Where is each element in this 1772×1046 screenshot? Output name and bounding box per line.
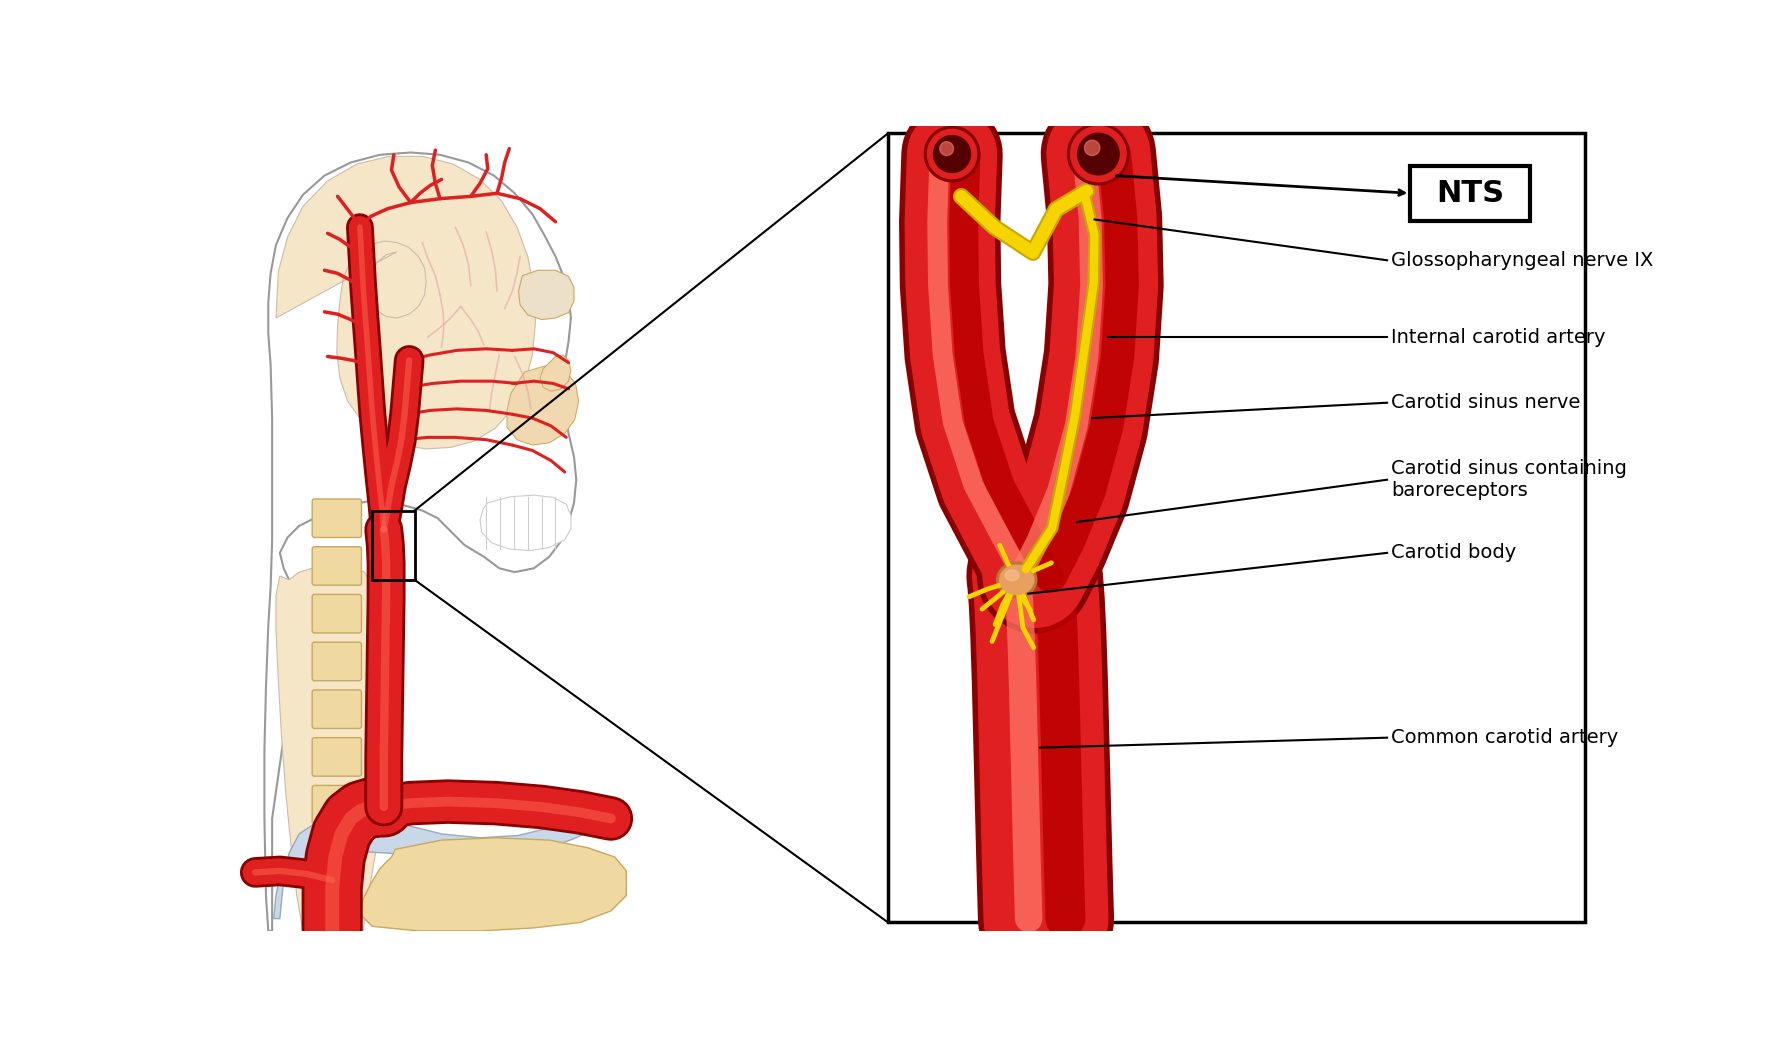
Text: NTS: NTS bbox=[1435, 179, 1504, 208]
Polygon shape bbox=[276, 566, 379, 931]
Polygon shape bbox=[480, 495, 571, 550]
Circle shape bbox=[927, 130, 976, 179]
Circle shape bbox=[1070, 127, 1125, 182]
FancyBboxPatch shape bbox=[312, 737, 361, 776]
Text: Carotid sinus containing
baroreceptors: Carotid sinus containing baroreceptors bbox=[1391, 459, 1627, 500]
Circle shape bbox=[1084, 140, 1100, 156]
FancyBboxPatch shape bbox=[312, 499, 361, 538]
FancyBboxPatch shape bbox=[312, 642, 361, 681]
FancyBboxPatch shape bbox=[312, 786, 361, 824]
Text: Glossopharyngeal nerve IX: Glossopharyngeal nerve IX bbox=[1391, 251, 1653, 270]
FancyBboxPatch shape bbox=[312, 690, 361, 728]
Bar bbox=[888, 133, 1584, 923]
Circle shape bbox=[925, 127, 980, 182]
FancyBboxPatch shape bbox=[312, 547, 361, 585]
Circle shape bbox=[939, 141, 953, 156]
FancyBboxPatch shape bbox=[312, 594, 361, 633]
Polygon shape bbox=[361, 838, 626, 931]
Circle shape bbox=[934, 136, 971, 173]
Text: Common carotid artery: Common carotid artery bbox=[1391, 728, 1618, 747]
Polygon shape bbox=[507, 366, 579, 445]
Text: Internal carotid artery: Internal carotid artery bbox=[1391, 327, 1605, 347]
Ellipse shape bbox=[999, 565, 1033, 594]
Polygon shape bbox=[264, 153, 576, 931]
Bar bbox=[1411, 165, 1529, 221]
Polygon shape bbox=[540, 355, 571, 391]
Polygon shape bbox=[273, 799, 615, 918]
Bar bbox=[372, 510, 415, 579]
Text: Carotid body: Carotid body bbox=[1391, 543, 1517, 563]
FancyBboxPatch shape bbox=[312, 834, 361, 871]
Polygon shape bbox=[519, 270, 574, 320]
Circle shape bbox=[1067, 123, 1129, 185]
Text: Carotid sinus nerve: Carotid sinus nerve bbox=[1391, 393, 1581, 412]
Ellipse shape bbox=[1005, 570, 1019, 581]
Ellipse shape bbox=[996, 562, 1037, 597]
Polygon shape bbox=[276, 156, 535, 449]
Circle shape bbox=[1077, 133, 1120, 175]
